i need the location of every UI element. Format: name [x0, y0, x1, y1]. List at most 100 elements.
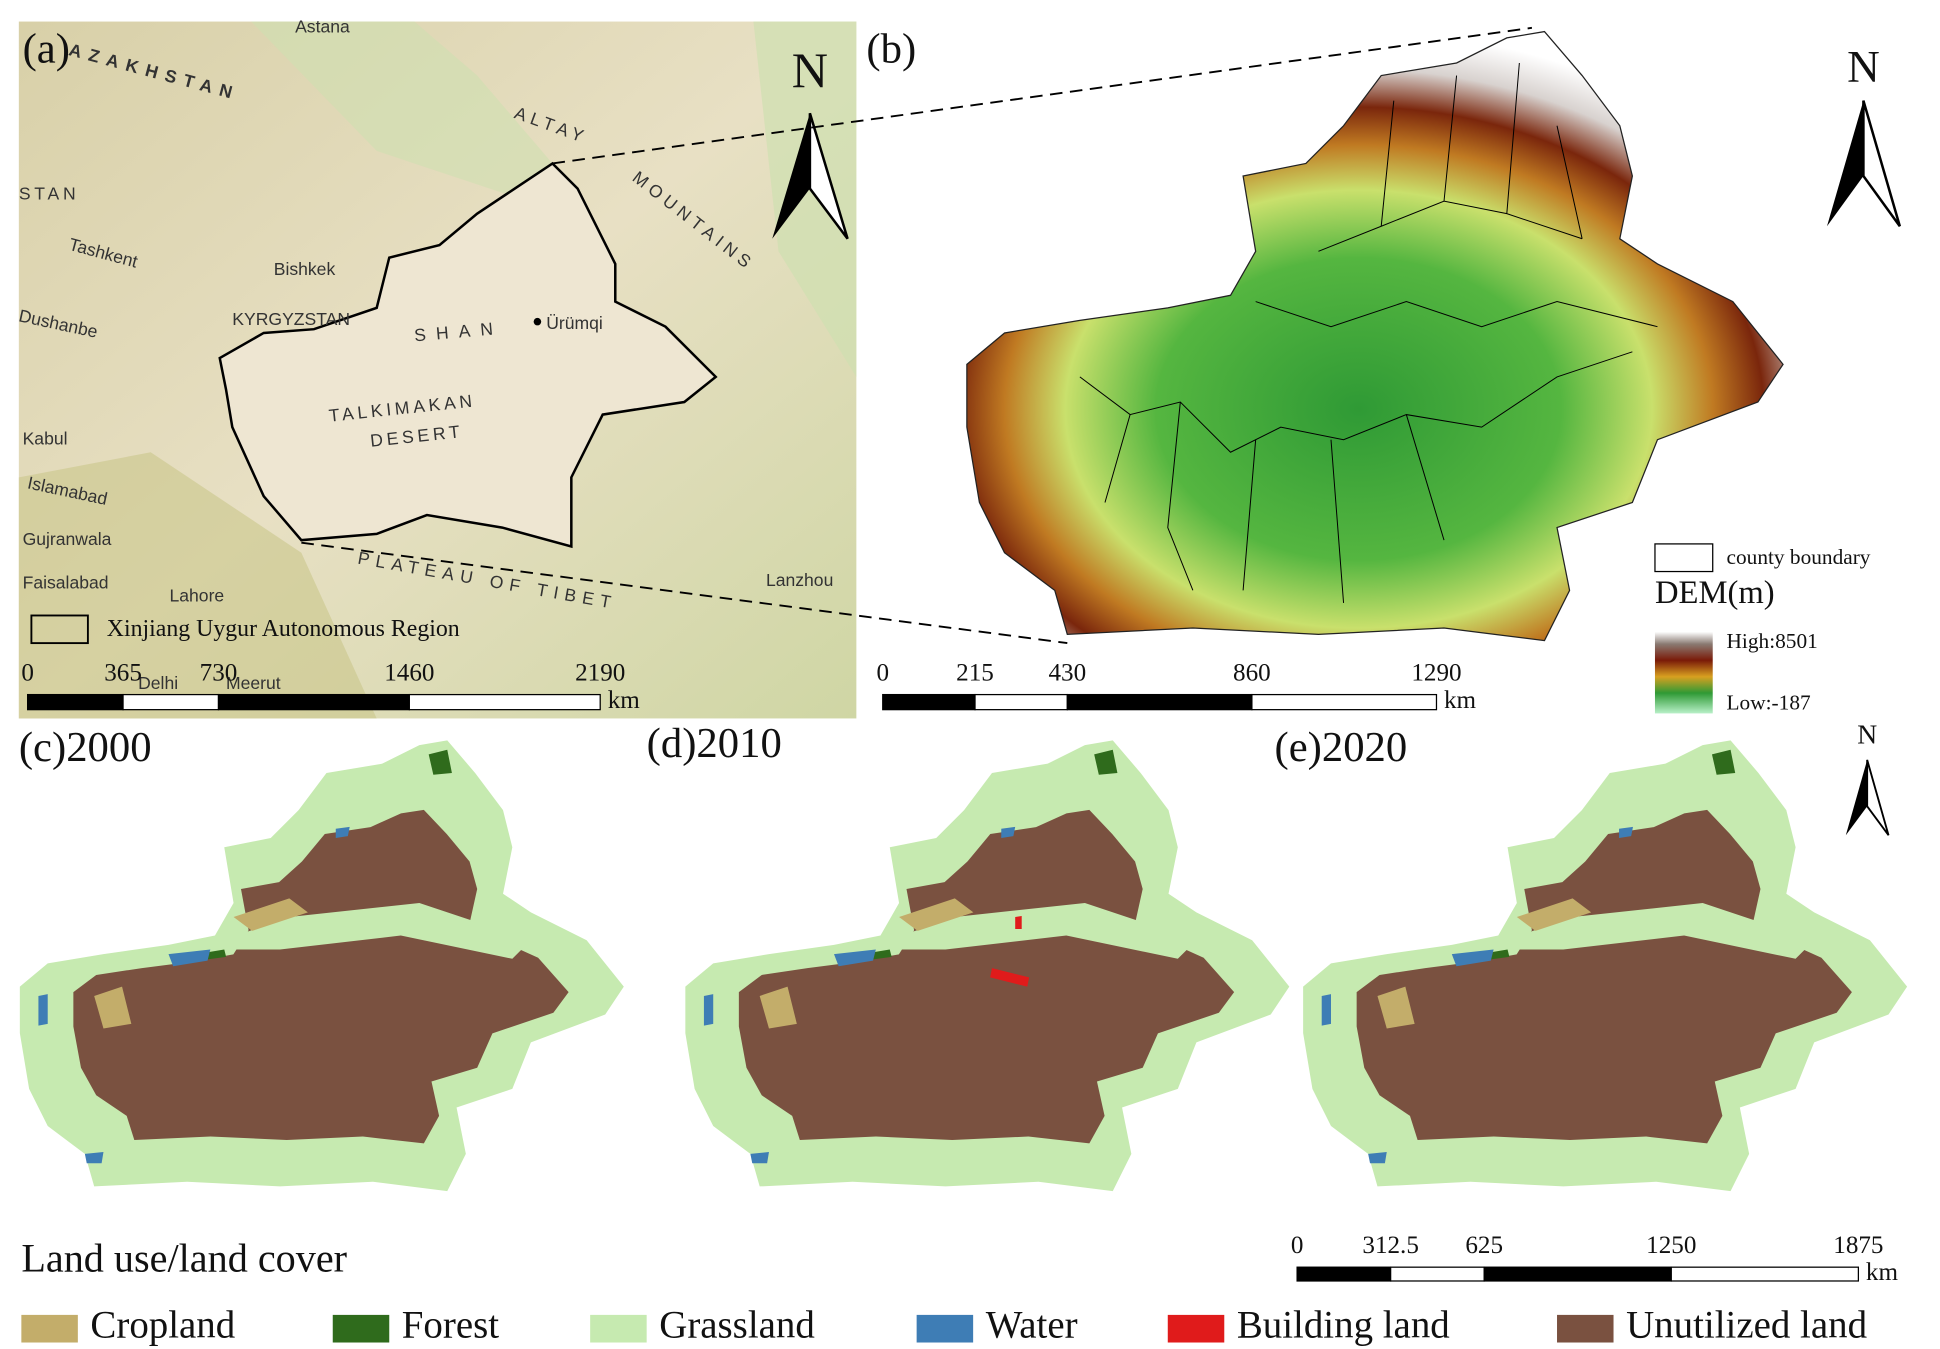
legend-swatch [21, 1314, 78, 1343]
scale-tick-label: 1460 [384, 659, 434, 686]
boundary-legend-label: Xinjiang Uygur Autonomous Region [107, 616, 460, 642]
lulc-panels: (c)2000 (d)2010 (e)2020 N Land use/land … [19, 719, 1908, 1347]
scale-segment [974, 693, 1068, 711]
county-lines [1079, 62, 1658, 603]
panel-b: (b) N county boundary DEM(m) High:8501 L… [866, 26, 1902, 715]
boundary-legend-swatch [30, 614, 89, 645]
panel-label: (d)2010 [647, 720, 782, 767]
legend-label: Forest [402, 1304, 499, 1347]
place-label: Ürümqi [546, 313, 603, 333]
panel-a: Astana AZAKHSTAN ALTAY MOUNTAINS STAN Ta… [17, 16, 857, 719]
cropland-patch [1377, 898, 1592, 1029]
scale-tick-label: 0 [876, 659, 889, 686]
scale-segment [122, 693, 220, 711]
dem-high-label: High:8501 [1727, 629, 1818, 653]
scale-tick-label: 2190 [575, 659, 625, 686]
scale-segment [1296, 1266, 1392, 1282]
panel-label: (b) [866, 26, 916, 73]
dem-colorbar [1654, 631, 1713, 714]
legend-swatch [916, 1314, 974, 1343]
grassland-band [196, 903, 531, 959]
county-legend-swatch [1654, 543, 1714, 573]
place-label: Meerut [226, 673, 281, 693]
place-label: Lahore [170, 585, 225, 605]
north-arrow [772, 113, 810, 239]
place-label: Kabul [23, 428, 68, 448]
lulc-map [1303, 740, 1908, 1192]
basemap-region [753, 21, 857, 377]
scale-tick-label: 625 [1465, 1232, 1503, 1259]
grassland-band [1479, 903, 1815, 959]
scale-tick-label: 312.5 [1362, 1232, 1419, 1259]
basemap-region [18, 452, 377, 719]
scale-segment [1251, 693, 1438, 711]
scale-unit: km [1444, 687, 1477, 714]
north-arrow [1866, 759, 1890, 836]
cropland-patch [94, 898, 308, 1029]
grassland-band [861, 903, 1197, 959]
north-arrow [1862, 100, 1902, 227]
place-label: Bishkek [274, 259, 336, 279]
place-label: Astana [295, 16, 350, 36]
scale-segment [1390, 1266, 1485, 1282]
place-label: KYRGYZSTAN [232, 309, 350, 329]
scale-tick-label: 1250 [1646, 1232, 1696, 1259]
place-label: Faisalabad [23, 573, 109, 593]
cropland-patch [759, 898, 974, 1029]
legend-label: Unutilized land [1626, 1304, 1867, 1347]
basemap-region [18, 21, 553, 202]
place-label: Gujranwala [23, 529, 112, 549]
dem-title: DEM(m) [1655, 575, 1775, 611]
scale-segment [882, 693, 976, 711]
xinjiang-boundary [218, 161, 718, 549]
county-legend-label: county boundary [1727, 545, 1871, 569]
connector [552, 26, 1533, 165]
lulc-map [19, 740, 624, 1192]
scale-tick-label: 0 [1291, 1232, 1304, 1259]
north-label: N [1847, 42, 1880, 92]
place-label: Lanzhou [766, 570, 833, 590]
lulc-map [685, 740, 1290, 1192]
building-patch [990, 916, 1030, 987]
scale-tick-label: 365 [104, 659, 142, 686]
panel-label: (c)2000 [19, 724, 152, 771]
scale-tick-label: 1875 [1833, 1232, 1883, 1259]
scale-tick-label: 730 [200, 659, 238, 686]
legend-swatch [1167, 1314, 1225, 1343]
connector [301, 541, 1068, 645]
legend-swatch [590, 1314, 647, 1343]
scale-unit: km [608, 687, 641, 714]
place-label: Delhi [138, 673, 178, 693]
place-label: STAN [19, 183, 80, 203]
scale-tick-label: 430 [1048, 659, 1086, 686]
legend-title: Land use/land cover [21, 1235, 347, 1280]
scale-segment [1066, 693, 1253, 711]
north-arrow [808, 112, 849, 240]
legend-swatch [332, 1314, 390, 1343]
scale-segment [408, 693, 601, 711]
scale-segment [217, 693, 410, 711]
north-arrow [1845, 759, 1868, 836]
legend-label: Water [986, 1304, 1078, 1347]
dem-low-label: Low:-187 [1727, 691, 1811, 715]
north-label: N [792, 42, 828, 98]
scale-unit: km [1866, 1259, 1899, 1286]
panel-label: (a) [23, 26, 70, 73]
scale-segment [1483, 1266, 1672, 1282]
scale-tick-label: 215 [956, 659, 994, 686]
north-arrow [1826, 100, 1864, 227]
scale-tick-label: 860 [1233, 659, 1271, 686]
panel-label: (e)2020 [1274, 724, 1407, 771]
north-label: N [1857, 719, 1877, 750]
legend-label: Building land [1237, 1304, 1450, 1347]
scale-tick-label: 0 [21, 659, 34, 686]
scale-segment [1670, 1266, 1860, 1282]
legend-swatch [1557, 1314, 1614, 1343]
legend-label: Cropland [90, 1304, 235, 1347]
scale-segment [26, 693, 124, 711]
